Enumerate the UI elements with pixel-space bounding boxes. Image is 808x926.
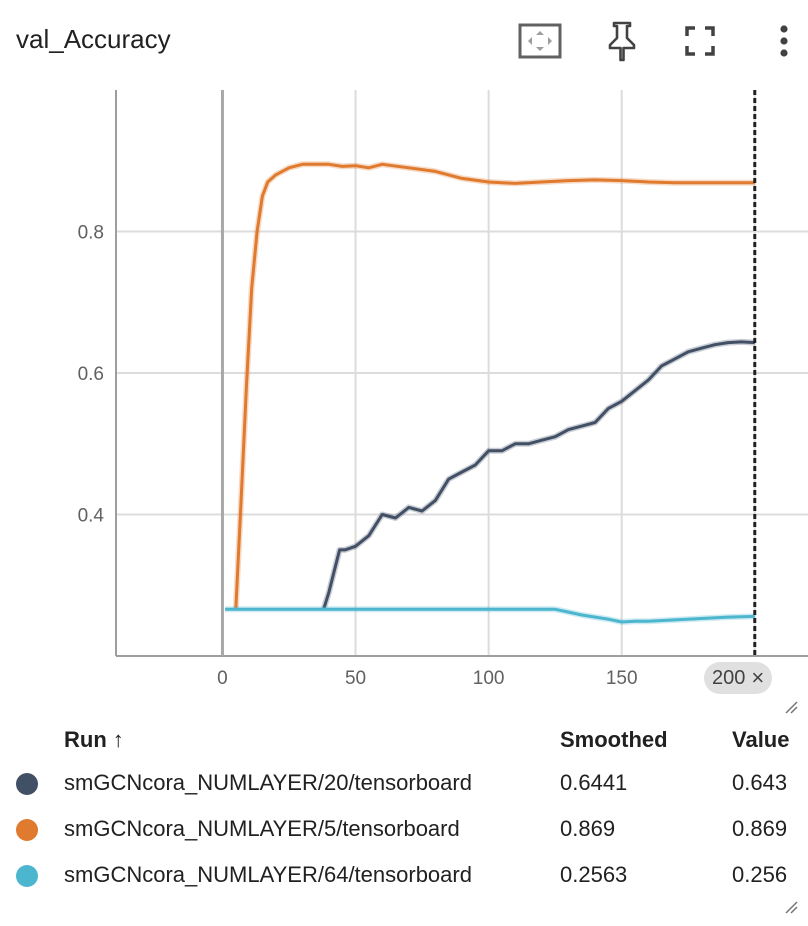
more-menu-button[interactable] (760, 18, 808, 64)
y-tick-label: 0.6 (78, 364, 104, 385)
resize-handle-icon[interactable] (784, 900, 798, 914)
run-header-label: Run (64, 727, 107, 752)
table-row: smGCNcora_NUMLAYER/5/tensorboard 0.869 0… (16, 806, 789, 852)
series-layer (225, 161, 755, 625)
sort-arrow-icon: ↑ (112, 727, 124, 752)
run-color-dot (16, 773, 38, 796)
tick-labels: 0 50 100 150 0.4 0.6 0.8 (78, 223, 638, 690)
y-tick-label: 0.8 (78, 223, 104, 244)
run-color-cell (16, 760, 64, 806)
run-name: smGCNcora_NUMLAYER/5/tensorboard (64, 816, 460, 841)
clear-hover-button[interactable]: × (751, 665, 765, 690)
smoothed-column-header[interactable]: Smoothed (560, 727, 668, 752)
more-vert-icon (780, 25, 788, 57)
raw-value: 0.869 (732, 816, 788, 841)
x-tick-label: 50 (345, 668, 366, 689)
x-tick-label: 100 (473, 668, 505, 689)
run-color-cell (16, 852, 64, 898)
run-color-dot (16, 819, 38, 842)
hover-step-badge: 200 × (704, 662, 773, 694)
smoothed-value: 0.869 (560, 816, 616, 841)
smoothed-value: 0.2563 (560, 862, 628, 887)
table-row: smGCNcora_NUMLAYER/64/tensorboard 0.2563… (16, 852, 789, 898)
resize-handle-icon[interactable] (784, 700, 798, 714)
fit-domain-icon (518, 23, 562, 59)
series-raw-line (320, 338, 755, 611)
x-tick-label: 0 (217, 668, 228, 689)
fullscreen-button[interactable] (676, 18, 724, 64)
raw-value: 0.643 (732, 770, 788, 795)
run-color-dot (16, 865, 38, 888)
pin-icon (608, 21, 636, 62)
run-color-cell (16, 806, 64, 852)
run-name: smGCNcora_NUMLAYER/64/tensorboard (64, 862, 472, 887)
raw-value: 0.256 (732, 862, 788, 887)
hover-step-label: 200 (712, 666, 746, 689)
run-name: smGCNcora_NUMLAYER/20/tensorboard (64, 770, 472, 795)
smoothed-value: 0.6441 (560, 770, 628, 795)
grid-layer (116, 90, 808, 656)
series-line (322, 340, 755, 610)
value-column-header[interactable]: Value (732, 727, 790, 752)
y-tick-label: 0.4 (78, 506, 105, 527)
line-chart[interactable]: 0 50 100 150 0.4 0.6 0.8 (0, 80, 808, 700)
table-row: smGCNcora_NUMLAYER/20/tensorboard 0.6441… (16, 760, 789, 806)
color-header (16, 720, 64, 760)
fit-domain-button[interactable] (516, 18, 564, 64)
fullscreen-icon (685, 26, 715, 56)
series-line (225, 607, 755, 624)
x-tick-label: 150 (606, 668, 638, 689)
runs-table: Run ↑ Smoothed Value smGCNcora_NUMLAYER/2… (16, 720, 789, 898)
pin-button[interactable] (598, 18, 646, 64)
axes-layer (115, 90, 808, 657)
run-column-header[interactable]: Run ↑ (64, 720, 560, 760)
card-title: val_Accuracy (16, 24, 171, 54)
table-header-row: Run ↑ Smoothed Value (16, 720, 789, 760)
series-line (234, 162, 755, 610)
